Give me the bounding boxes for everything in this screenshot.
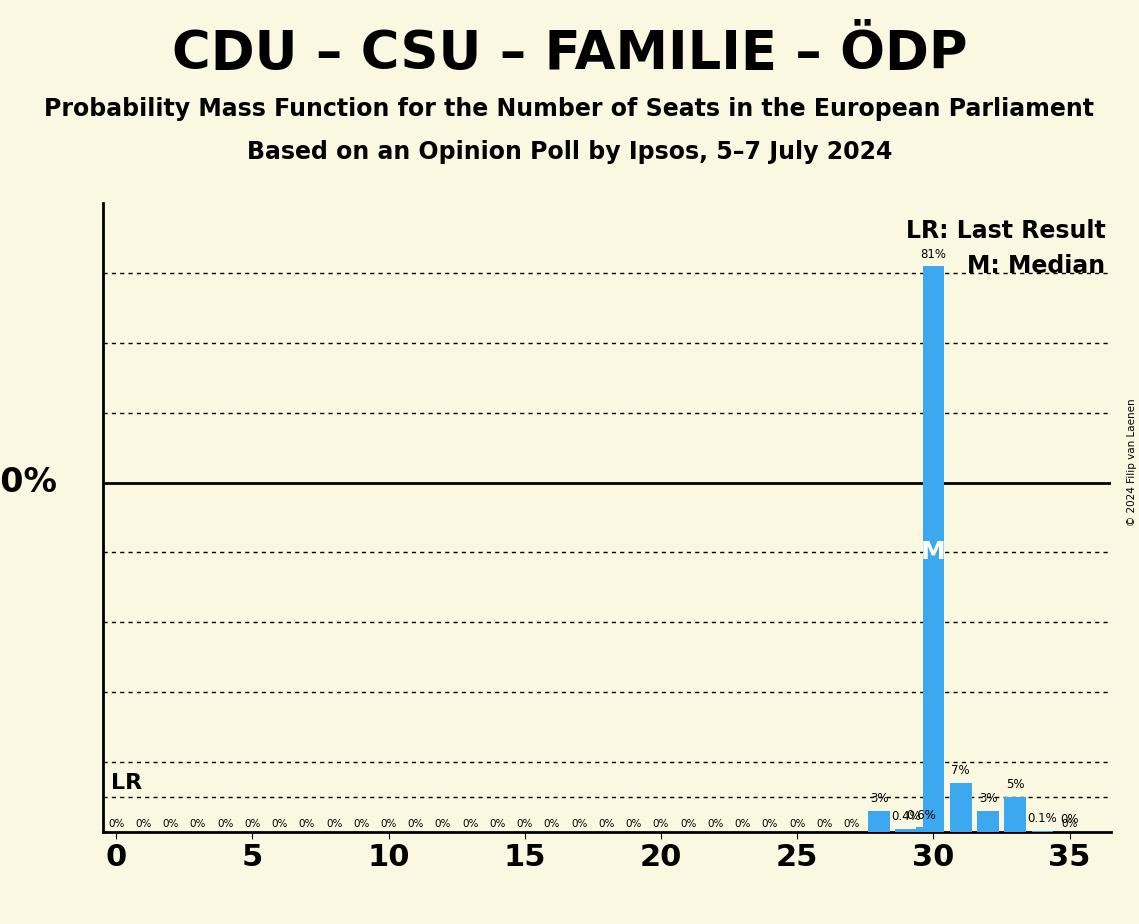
Text: 0%: 0% (571, 819, 588, 829)
Text: 0%: 0% (163, 819, 179, 829)
Text: 0%: 0% (625, 819, 642, 829)
Text: 0%: 0% (707, 819, 723, 829)
Text: 0%: 0% (190, 819, 206, 829)
Text: 0%: 0% (271, 819, 288, 829)
Text: 0.6%: 0.6% (907, 808, 936, 821)
Text: 0%: 0% (1060, 813, 1079, 826)
Bar (868, 810, 890, 832)
Text: 0.1%: 0.1% (1027, 812, 1057, 825)
Text: 7%: 7% (951, 764, 970, 777)
Text: 0%: 0% (136, 819, 151, 829)
Text: 0%: 0% (1062, 819, 1077, 829)
Text: 0%: 0% (735, 819, 751, 829)
Text: CDU – CSU – FAMILIE – ÖDP: CDU – CSU – FAMILIE – ÖDP (172, 28, 967, 79)
Text: M: M (921, 541, 945, 565)
Text: 0%: 0% (326, 819, 342, 829)
Text: 0%: 0% (462, 819, 478, 829)
Text: 3%: 3% (870, 792, 888, 805)
Text: 0%: 0% (762, 819, 778, 829)
Text: M: Median: M: Median (967, 253, 1106, 277)
Text: 0.4%: 0.4% (892, 810, 921, 823)
Text: 0%: 0% (353, 819, 369, 829)
Text: 81%: 81% (920, 248, 947, 261)
Text: LR: LR (110, 773, 142, 793)
Text: 3%: 3% (978, 792, 997, 805)
Bar (1005, 796, 1026, 832)
Text: 0%: 0% (435, 819, 451, 829)
Text: 0%: 0% (244, 819, 261, 829)
Text: Probability Mass Function for the Number of Seats in the European Parliament: Probability Mass Function for the Number… (44, 97, 1095, 121)
Text: 0%: 0% (408, 819, 424, 829)
Text: Based on an Opinion Poll by Ipsos, 5–7 July 2024: Based on an Opinion Poll by Ipsos, 5–7 J… (247, 140, 892, 164)
Text: 0%: 0% (789, 819, 805, 829)
Bar (950, 783, 972, 832)
Text: 0%: 0% (108, 819, 124, 829)
Text: 0%: 0% (298, 819, 316, 829)
Text: 0%: 0% (517, 819, 533, 829)
Text: 0%: 0% (380, 819, 396, 829)
Text: 0%: 0% (817, 819, 833, 829)
Text: LR: Last Result: LR: Last Result (906, 219, 1106, 243)
Text: 0%: 0% (653, 819, 670, 829)
Text: 0%: 0% (598, 819, 615, 829)
Bar (895, 829, 917, 832)
Text: © 2024 Filip van Laenen: © 2024 Filip van Laenen (1126, 398, 1137, 526)
Text: 0%: 0% (844, 819, 860, 829)
Bar (916, 827, 926, 832)
Bar (923, 266, 944, 832)
Text: 0%: 0% (680, 819, 696, 829)
Text: 0%: 0% (490, 819, 506, 829)
Bar (977, 810, 999, 832)
Text: 0%: 0% (543, 819, 560, 829)
Text: 0%: 0% (216, 819, 233, 829)
Text: 5%: 5% (1006, 778, 1024, 791)
Text: 50%: 50% (0, 466, 57, 499)
